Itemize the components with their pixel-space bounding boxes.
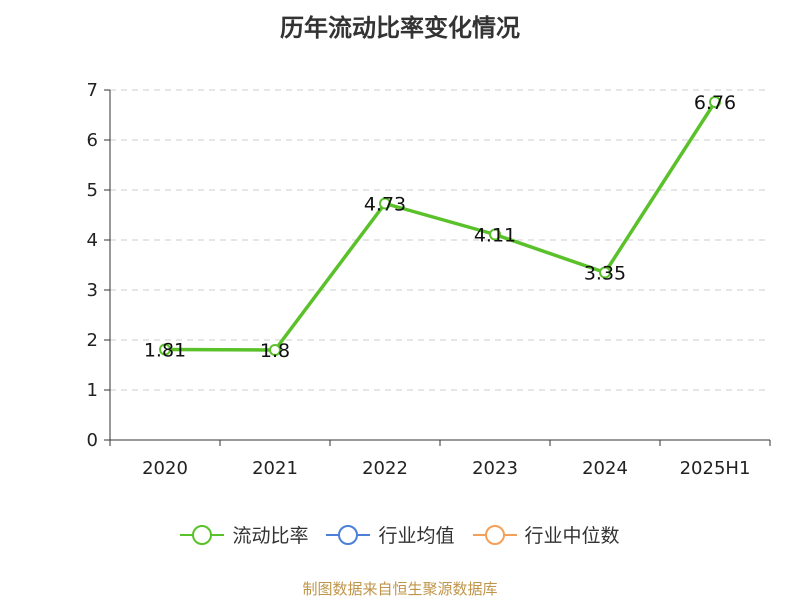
legend: 流动比率 行业均值 行业中位数 [0, 521, 800, 548]
data-label: 1.8 [260, 340, 290, 362]
data-source: 制图数据来自恒生聚源数据库 [302, 580, 498, 598]
data-label: 6.76 [694, 92, 736, 114]
legend-label: 流动比率 [232, 525, 309, 547]
x-tick-label: 2025H1 [680, 458, 751, 479]
data-point[interactable] [489, 228, 501, 241]
axes [109, 90, 770, 441]
x-tick-label: 2020 [142, 458, 188, 479]
y-tick-label: 4 [87, 230, 98, 251]
x-tick-label: 2023 [472, 458, 518, 479]
data-label: 3.35 [584, 263, 626, 285]
y-tick-label: 0 [87, 430, 98, 451]
legend-item-current-ratio[interactable]: 流动比率 [180, 521, 308, 548]
x-tick-label: 2021 [252, 458, 298, 479]
data-point[interactable] [159, 343, 171, 356]
x-ticks: 2020 2021 2022 2023 2024 2025H1 [109, 440, 771, 479]
data-point[interactable] [379, 197, 391, 210]
data-label: 4.73 [364, 194, 406, 216]
legend-label: 行业均值 [378, 525, 455, 547]
legend-item-industry-average[interactable]: 行业均值 [326, 521, 455, 548]
data-point[interactable] [599, 266, 611, 279]
y-tick-label: 7 [87, 80, 98, 101]
line-circle-icon [472, 524, 517, 545]
data-label: 4.11 [474, 225, 516, 247]
data-label: 1.81 [144, 340, 186, 362]
x-tick-label: 2024 [582, 458, 628, 479]
line-circle-icon [326, 524, 371, 545]
legend-label: 行业中位数 [524, 525, 620, 547]
y-tick-label: 6 [87, 130, 98, 151]
data-point[interactable] [269, 344, 281, 356]
grid-lines [110, 89, 770, 391]
y-ticks: 0 1 2 3 4 5 6 7 [87, 80, 110, 451]
y-tick-label: 2 [87, 330, 98, 351]
data-points [159, 96, 721, 356]
series-line [163, 100, 717, 352]
y-tick-label: 1 [87, 380, 98, 401]
data-labels: 1.81 1.8 4.73 4.11 3.35 6.76 [144, 92, 736, 362]
y-tick-label: 5 [87, 180, 98, 201]
chart-title: 历年流动比率变化情况 [280, 14, 520, 42]
y-tick-label: 3 [87, 280, 98, 301]
line-circle-icon [180, 524, 225, 545]
x-tick-label: 2022 [362, 458, 408, 479]
data-point[interactable] [709, 96, 721, 108]
series-lines [163, 100, 717, 352]
legend-item-industry-median[interactable]: 行业中位数 [472, 521, 620, 548]
